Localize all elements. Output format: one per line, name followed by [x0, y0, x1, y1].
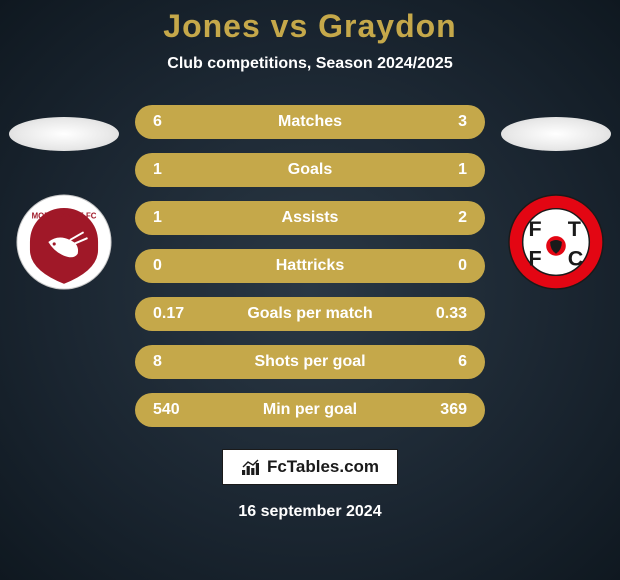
stat-label: Goals per match [193, 305, 427, 323]
right-side: F T F C [501, 105, 611, 291]
player-photo-placeholder-right [501, 117, 611, 151]
left-side: MORECAMBE FC [9, 105, 119, 291]
stat-label: Hattricks [193, 257, 427, 275]
player-photo-placeholder-left [9, 117, 119, 151]
footer-brand-text: FcTables.com [267, 457, 379, 477]
svg-text:T: T [568, 216, 581, 241]
stat-row: 0 Hattricks 0 [135, 249, 485, 283]
team-badge-right: F T F C [507, 193, 605, 291]
svg-text:MORECAMBE FC: MORECAMBE FC [32, 211, 97, 220]
page-title: Jones vs Graydon [163, 8, 456, 45]
stat-row: 0.17 Goals per match 0.33 [135, 297, 485, 331]
stat-right-value: 369 [427, 401, 467, 419]
stat-row: 1 Goals 1 [135, 153, 485, 187]
date-text: 16 september 2024 [238, 503, 381, 521]
stat-label: Assists [193, 209, 427, 227]
stats-column: 6 Matches 3 1 Goals 1 1 Assists 2 0 Hatt… [135, 105, 485, 427]
stat-left-value: 540 [153, 401, 193, 419]
stat-right-value: 1 [427, 161, 467, 179]
stat-right-value: 3 [427, 113, 467, 131]
stat-left-value: 8 [153, 353, 193, 371]
stat-row: 6 Matches 3 [135, 105, 485, 139]
stat-left-value: 1 [153, 209, 193, 227]
stat-row: 1 Assists 2 [135, 201, 485, 235]
content-row: MORECAMBE FC 6 Matches 3 1 Goals 1 1 [0, 105, 620, 427]
stat-left-value: 6 [153, 113, 193, 131]
team-badge-left: MORECAMBE FC [15, 193, 113, 291]
stat-label: Goals [193, 161, 427, 179]
chart-icon [241, 458, 261, 476]
stat-row: 540 Min per goal 369 [135, 393, 485, 427]
stat-left-value: 0 [153, 257, 193, 275]
stat-label: Min per goal [193, 401, 427, 419]
stat-right-value: 2 [427, 209, 467, 227]
stat-right-value: 6 [427, 353, 467, 371]
svg-text:F: F [529, 216, 542, 241]
stat-label: Shots per goal [193, 353, 427, 371]
stat-label: Matches [193, 113, 427, 131]
stat-right-value: 0.33 [427, 305, 467, 323]
svg-text:F: F [529, 246, 542, 271]
stat-row: 8 Shots per goal 6 [135, 345, 485, 379]
stat-left-value: 0.17 [153, 305, 193, 323]
stat-left-value: 1 [153, 161, 193, 179]
stat-right-value: 0 [427, 257, 467, 275]
svg-text:C: C [568, 246, 584, 271]
footer-brand[interactable]: FcTables.com [222, 449, 398, 485]
subtitle: Club competitions, Season 2024/2025 [167, 55, 452, 73]
